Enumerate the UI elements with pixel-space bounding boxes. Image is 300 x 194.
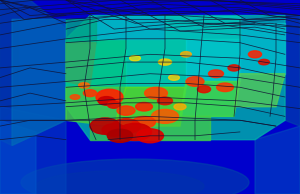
Ellipse shape xyxy=(169,75,179,80)
Ellipse shape xyxy=(133,116,155,128)
Ellipse shape xyxy=(21,159,249,194)
Polygon shape xyxy=(66,87,126,126)
Polygon shape xyxy=(66,19,96,43)
Polygon shape xyxy=(0,107,66,194)
Ellipse shape xyxy=(107,101,121,108)
Ellipse shape xyxy=(96,89,123,105)
Ellipse shape xyxy=(259,59,269,65)
Ellipse shape xyxy=(174,104,186,110)
Polygon shape xyxy=(12,19,66,146)
Ellipse shape xyxy=(197,86,211,93)
Ellipse shape xyxy=(83,90,97,97)
Ellipse shape xyxy=(136,102,152,111)
Ellipse shape xyxy=(98,97,115,105)
Polygon shape xyxy=(0,0,66,146)
Polygon shape xyxy=(255,126,300,194)
Polygon shape xyxy=(186,39,240,81)
Polygon shape xyxy=(240,23,285,74)
Ellipse shape xyxy=(90,118,120,134)
Polygon shape xyxy=(0,0,18,120)
Polygon shape xyxy=(285,16,300,126)
Ellipse shape xyxy=(158,97,172,105)
Polygon shape xyxy=(0,120,36,194)
Ellipse shape xyxy=(136,129,164,143)
Ellipse shape xyxy=(217,83,233,92)
Ellipse shape xyxy=(152,109,178,123)
Ellipse shape xyxy=(102,124,126,136)
Ellipse shape xyxy=(181,52,191,57)
Polygon shape xyxy=(66,39,126,87)
Ellipse shape xyxy=(36,171,204,194)
Polygon shape xyxy=(234,74,285,107)
Polygon shape xyxy=(66,43,96,87)
Ellipse shape xyxy=(208,70,224,78)
Ellipse shape xyxy=(228,65,240,71)
Ellipse shape xyxy=(186,77,204,86)
Ellipse shape xyxy=(117,106,135,115)
Ellipse shape xyxy=(112,119,140,133)
Polygon shape xyxy=(150,116,210,140)
Ellipse shape xyxy=(248,51,262,58)
Ellipse shape xyxy=(70,95,80,99)
Ellipse shape xyxy=(107,129,133,142)
Ellipse shape xyxy=(145,87,167,99)
Polygon shape xyxy=(165,16,240,39)
Ellipse shape xyxy=(118,123,152,140)
Polygon shape xyxy=(66,16,285,140)
Ellipse shape xyxy=(79,83,89,88)
Ellipse shape xyxy=(158,59,172,65)
Polygon shape xyxy=(180,81,240,116)
Polygon shape xyxy=(126,39,186,87)
Polygon shape xyxy=(90,16,165,39)
Polygon shape xyxy=(114,87,186,126)
Polygon shape xyxy=(90,126,150,140)
Ellipse shape xyxy=(130,55,140,61)
